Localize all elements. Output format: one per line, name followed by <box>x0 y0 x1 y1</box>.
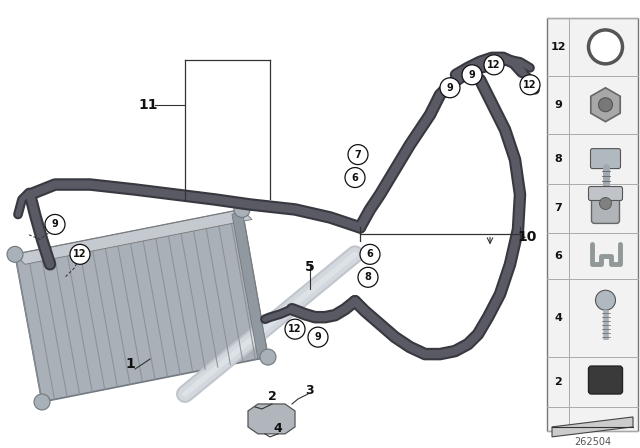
Text: 4: 4 <box>554 313 562 323</box>
Polygon shape <box>248 404 295 434</box>
FancyBboxPatch shape <box>589 366 623 394</box>
Polygon shape <box>232 210 268 359</box>
Text: 7: 7 <box>554 203 562 213</box>
Polygon shape <box>552 417 633 437</box>
Circle shape <box>595 290 616 310</box>
Text: 12: 12 <box>487 60 500 70</box>
Circle shape <box>484 55 504 75</box>
Text: 9: 9 <box>468 70 476 80</box>
FancyBboxPatch shape <box>589 186 623 201</box>
Polygon shape <box>15 210 268 402</box>
Text: 8: 8 <box>365 272 371 282</box>
Text: 8: 8 <box>554 154 562 164</box>
Text: 9: 9 <box>447 83 453 93</box>
Text: 12: 12 <box>288 324 301 334</box>
Circle shape <box>600 198 611 210</box>
Text: 10: 10 <box>517 230 537 245</box>
Text: 2: 2 <box>268 391 276 404</box>
Text: 12: 12 <box>550 42 566 52</box>
Polygon shape <box>15 210 252 264</box>
Text: 7: 7 <box>355 150 362 159</box>
Circle shape <box>440 78 460 98</box>
Circle shape <box>520 75 540 95</box>
Circle shape <box>234 202 250 217</box>
Circle shape <box>34 394 50 410</box>
Circle shape <box>595 37 616 57</box>
Text: 12: 12 <box>524 80 537 90</box>
Text: 6: 6 <box>367 250 373 259</box>
Text: 3: 3 <box>306 384 314 397</box>
Text: 12: 12 <box>73 250 87 259</box>
Circle shape <box>285 319 305 339</box>
Circle shape <box>308 327 328 347</box>
Circle shape <box>70 244 90 264</box>
Text: 2: 2 <box>554 377 562 387</box>
Circle shape <box>589 30 623 64</box>
Text: 5: 5 <box>305 260 315 274</box>
FancyBboxPatch shape <box>591 190 620 224</box>
Text: 6: 6 <box>554 251 562 261</box>
Circle shape <box>7 246 23 263</box>
Text: 9: 9 <box>52 220 58 229</box>
Text: 6: 6 <box>351 172 358 182</box>
Circle shape <box>345 168 365 188</box>
Circle shape <box>358 267 378 287</box>
Circle shape <box>348 145 368 164</box>
Text: 1: 1 <box>125 357 135 371</box>
Text: 9: 9 <box>315 332 321 342</box>
FancyBboxPatch shape <box>547 18 638 431</box>
Circle shape <box>360 244 380 264</box>
Text: 9: 9 <box>554 100 562 110</box>
Text: 4: 4 <box>274 422 282 435</box>
Circle shape <box>462 65 482 85</box>
Circle shape <box>598 98 612 112</box>
FancyBboxPatch shape <box>591 149 621 168</box>
Circle shape <box>45 215 65 234</box>
Circle shape <box>260 349 276 365</box>
Text: 262504: 262504 <box>574 437 611 447</box>
Text: 11: 11 <box>138 98 157 112</box>
